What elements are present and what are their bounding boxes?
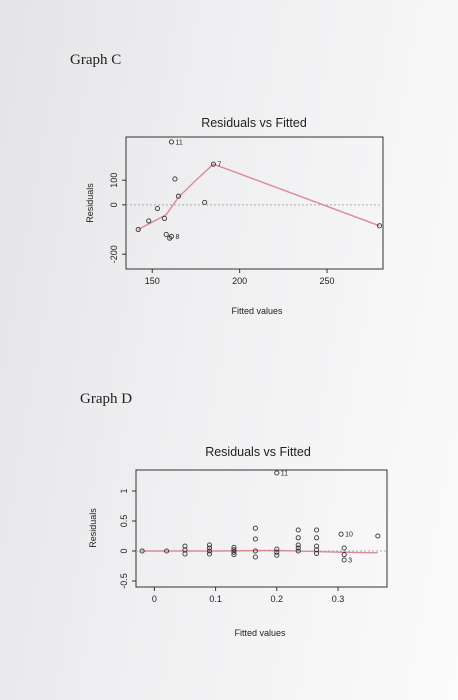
chart-d-point [252, 536, 258, 542]
chart-d-point-label: 11 [281, 471, 288, 478]
chart-d-point [295, 527, 301, 533]
chart-d-point [164, 548, 170, 554]
chart-d-ytick-label: -0.5 [119, 573, 129, 589]
chart-c-plot-frame [125, 136, 384, 270]
chart-d-point [231, 552, 237, 558]
graph-c-label: Graph C [70, 52, 122, 68]
chart-d-point [341, 552, 347, 558]
chart-c-ytick-label: -200 [109, 245, 119, 263]
chart-c-point [154, 206, 161, 212]
chart-c-ylabel: Residuals [85, 183, 95, 223]
chart-d: Residuals vs Fitted Fitted values Residu… [88, 445, 388, 638]
chart-d-point [314, 543, 320, 549]
chart-d-point [252, 525, 258, 531]
chart-c-ytick-label: 100 [109, 173, 119, 188]
chart-d-ytick-label: 0 [119, 548, 129, 553]
chart-d-point [182, 543, 188, 549]
chart-d-ylabel: Residuals [88, 508, 98, 548]
chart-c-point [163, 231, 169, 238]
chart-d-point-label: 3 [348, 558, 352, 565]
chart-d-point [338, 531, 344, 537]
chart-d-point [274, 549, 280, 555]
chart-d-xtick-label: 0.3 [332, 594, 345, 604]
chart-d-point [295, 542, 301, 548]
chart-d-point [295, 535, 301, 541]
chart-d-point [231, 547, 237, 553]
chart-d-point [252, 548, 258, 554]
chart-c-xtick-label: 250 [320, 276, 335, 286]
chart-d-point [139, 548, 145, 554]
chart-c-title: Residuals vs Fitted [201, 116, 307, 130]
chart-d-xtick-label: 0 [152, 594, 157, 604]
chart-c-point [146, 218, 152, 224]
chart-d-point [314, 535, 320, 541]
chart-d-ytick-label: 0.5 [119, 515, 129, 528]
chart-d-point [274, 470, 280, 476]
chart-d-point [314, 550, 320, 556]
chart-d-point [314, 547, 320, 553]
chart-c-point [135, 226, 141, 233]
chart-d-point [295, 548, 301, 554]
chart-c-point [168, 233, 175, 239]
chart-d-smooth-line [142, 549, 378, 554]
chart-c-point-label: 8 [175, 234, 179, 241]
chart-d-xtick-label: 0.2 [271, 594, 284, 604]
chart-c-point [168, 139, 175, 145]
chart-d-point [231, 549, 237, 555]
chart-c-point [161, 215, 168, 221]
chart-d-point [295, 545, 301, 551]
chart-d-point [252, 554, 258, 560]
chart-c-point [202, 199, 208, 205]
chart-c-ytick-label: 0 [109, 202, 119, 207]
chart-d-point [206, 551, 213, 557]
chart-c: Residuals vs Fitted Fitted values Residu… [85, 116, 384, 316]
chart-d-point [206, 548, 213, 554]
chart-d-point [182, 547, 188, 553]
chart-c-xtick-label: 150 [145, 276, 160, 286]
chart-d-ytick-label: 1 [119, 488, 129, 493]
chart-d-point [274, 552, 280, 558]
chart-d-xlabel: Fitted values [234, 628, 286, 638]
chart-d-point [375, 533, 381, 539]
chart-c-smooth-line [137, 163, 380, 231]
chart-c-point [376, 223, 383, 229]
chart-d-point [182, 551, 188, 557]
chart-d-point-label: 10 [345, 532, 353, 539]
chart-d-title: Residuals vs Fitted [205, 445, 311, 459]
chart-d-point [206, 542, 213, 548]
chart-c-point [175, 193, 181, 199]
graph-d-label: Graph D [80, 391, 133, 407]
chart-d-point [341, 557, 347, 563]
chart-d-point [341, 545, 347, 551]
chart-c-point [172, 176, 178, 182]
chart-d-point [274, 546, 280, 552]
chart-c-xtick-label: 200 [232, 276, 247, 286]
chart-c-xlabel: Fitted values [231, 306, 283, 316]
chart-d-point [206, 545, 213, 551]
chart-c-point [210, 161, 216, 167]
chart-c-point-label: 7 [217, 162, 221, 169]
chart-d-point [314, 527, 320, 533]
chart-c-point-label: 11 [175, 139, 182, 146]
chart-d-plot-frame [135, 469, 388, 588]
chart-d-xtick-label: 0.1 [209, 594, 222, 604]
chart-d-point [231, 544, 237, 550]
